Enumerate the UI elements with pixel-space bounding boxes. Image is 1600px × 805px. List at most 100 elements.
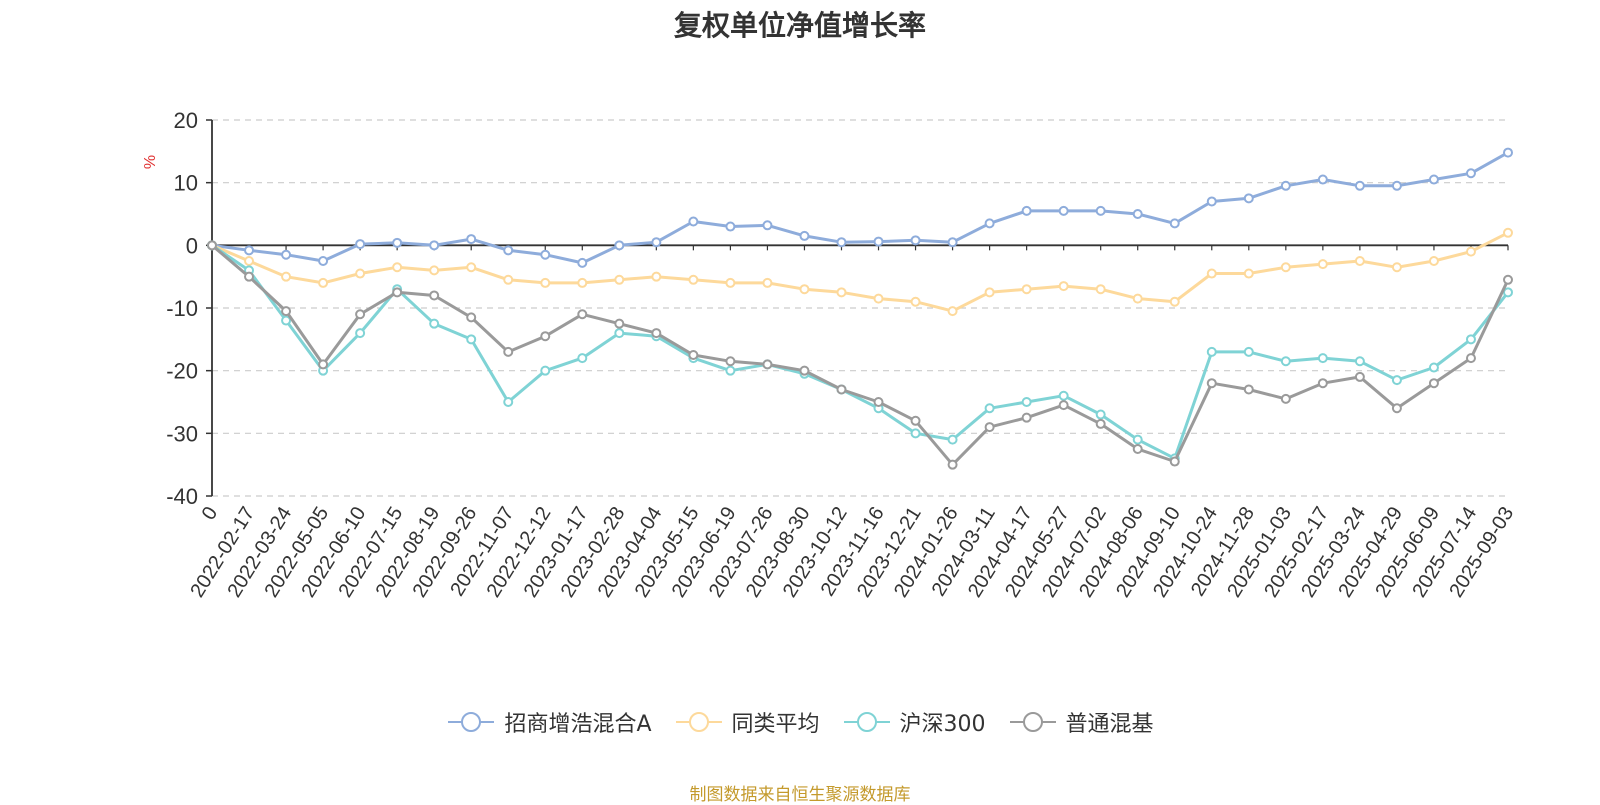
legend-label: 招商增浩混合A <box>504 712 652 737</box>
series-line <box>211 244 1510 467</box>
y-tick-label: -20 <box>166 359 198 384</box>
data-point <box>429 265 440 276</box>
data-point <box>1428 256 1439 266</box>
data-point <box>1095 409 1106 420</box>
legend-item[interactable]: 普通混基 <box>1008 706 1154 738</box>
data-point <box>910 415 921 426</box>
data-point <box>984 287 995 298</box>
data-point <box>1280 393 1291 404</box>
data-point <box>1243 193 1254 204</box>
data-point <box>947 306 958 317</box>
data-point <box>725 221 736 232</box>
data-point <box>1354 256 1365 266</box>
data-point <box>614 318 625 329</box>
data-point <box>614 328 625 339</box>
data-point <box>1317 259 1328 270</box>
data-point <box>577 257 588 268</box>
data-point <box>1132 293 1143 304</box>
data-point <box>984 403 995 414</box>
data-point <box>466 334 477 345</box>
data-point <box>725 277 736 288</box>
data-point <box>244 245 255 256</box>
data-point <box>577 309 588 320</box>
data-point <box>1132 444 1143 454</box>
series-4 <box>207 240 1513 470</box>
data-point <box>318 359 329 370</box>
data-point <box>1391 375 1402 386</box>
data-point <box>1243 268 1254 279</box>
y-tick-label: 10 <box>174 171 198 196</box>
data-point <box>1428 362 1439 373</box>
data-point <box>466 234 477 245</box>
data-point <box>1280 262 1291 273</box>
data-point <box>392 237 403 248</box>
data-point <box>1428 378 1439 389</box>
legend: 招商增浩混合A 同类平均 沪深300 普通混基 <box>0 706 1600 738</box>
y-tick-label: -40 <box>166 484 198 509</box>
data-point <box>1243 384 1254 395</box>
data-point <box>651 237 662 248</box>
series-line <box>211 231 1509 313</box>
data-point <box>318 256 329 266</box>
y-tick-label: 0 <box>186 233 198 258</box>
data-point <box>1132 434 1143 445</box>
data-point <box>540 277 551 288</box>
data-point <box>429 318 440 329</box>
data-point <box>651 271 662 282</box>
data-point <box>355 268 366 279</box>
data-point <box>762 277 773 288</box>
chart-title: 复权单位净值增长率 <box>673 9 926 42</box>
series-2 <box>207 227 1513 317</box>
data-point <box>392 287 403 298</box>
data-point <box>947 237 958 248</box>
data-point <box>1058 281 1069 292</box>
legend-item[interactable]: 同类平均 <box>674 706 820 738</box>
data-point <box>1465 246 1476 257</box>
data-point <box>355 239 366 250</box>
legend-label: 同类平均 <box>731 712 820 737</box>
data-point <box>614 274 625 285</box>
data-point <box>762 359 773 370</box>
data-point <box>1169 218 1180 229</box>
data-point <box>1206 346 1217 357</box>
series-line <box>211 244 1510 460</box>
data-point <box>1354 356 1365 367</box>
data-point <box>762 220 773 231</box>
data-point <box>244 256 255 266</box>
data-point <box>873 397 884 407</box>
data-point <box>503 274 514 285</box>
data-point <box>725 365 736 376</box>
data-point <box>318 277 329 288</box>
data-point <box>873 236 884 247</box>
data-point <box>281 249 292 260</box>
data-point <box>1503 147 1513 158</box>
data-point <box>614 240 625 251</box>
data-point <box>1095 418 1106 429</box>
data-point <box>799 365 810 376</box>
data-point <box>1317 174 1328 185</box>
data-point <box>688 216 699 227</box>
data-point <box>799 230 810 241</box>
legend-marker-icon <box>843 712 890 732</box>
data-point <box>503 245 514 256</box>
data-point <box>836 384 847 395</box>
legend-item[interactable]: 沪深300 <box>842 706 986 738</box>
data-point <box>1206 378 1217 389</box>
data-point <box>836 287 847 298</box>
data-point <box>1465 168 1476 179</box>
y-tick-label: 20 <box>174 108 198 133</box>
data-point <box>1354 180 1365 191</box>
data-point <box>873 293 884 304</box>
series-1 <box>207 147 1513 268</box>
legend-item[interactable]: 招商增浩混合A <box>446 706 652 738</box>
data-point <box>725 356 736 367</box>
data-point <box>466 312 477 323</box>
data-point <box>1132 209 1143 219</box>
data-point <box>392 262 403 273</box>
data-point <box>577 277 588 288</box>
data-point <box>1206 268 1217 279</box>
data-point <box>1280 180 1291 191</box>
data-point <box>910 235 921 246</box>
data-point <box>540 249 551 260</box>
